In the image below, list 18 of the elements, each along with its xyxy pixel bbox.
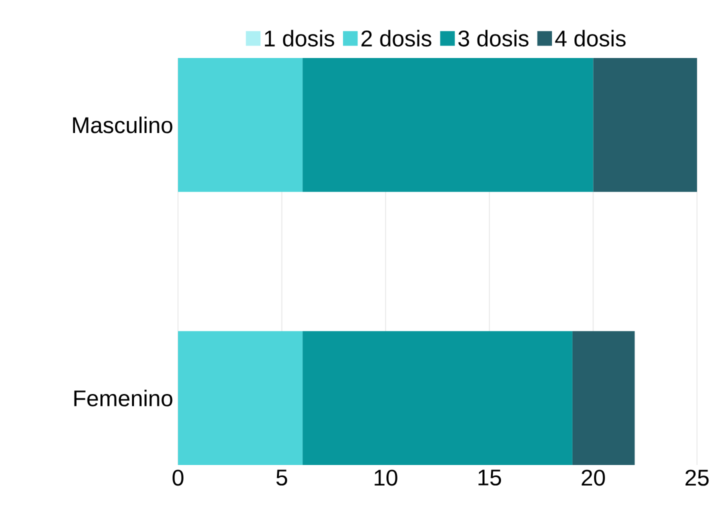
y-tick-label: Femenino	[74, 390, 172, 406]
x-tick-label: 15	[478, 470, 502, 486]
bar	[302, 58, 594, 192]
bar	[302, 331, 572, 465]
y-tick-label: Masculino	[73, 116, 172, 134]
bar	[593, 58, 697, 192]
legend-label: 4 dosis	[555, 30, 626, 47]
bar	[178, 331, 303, 465]
bar	[572, 331, 635, 465]
legend-label: 3 dosis	[458, 30, 528, 47]
legend-label: 2 dosis	[361, 30, 432, 47]
x-tick-label: 0	[172, 470, 184, 486]
legend-label: 1 dosis	[264, 30, 334, 47]
bar	[178, 58, 303, 192]
x-tick-label: 10	[374, 470, 398, 486]
x-tick-label: 25	[686, 470, 709, 486]
x-tick-label: 5	[276, 470, 288, 486]
x-tick-label: 20	[582, 470, 605, 486]
